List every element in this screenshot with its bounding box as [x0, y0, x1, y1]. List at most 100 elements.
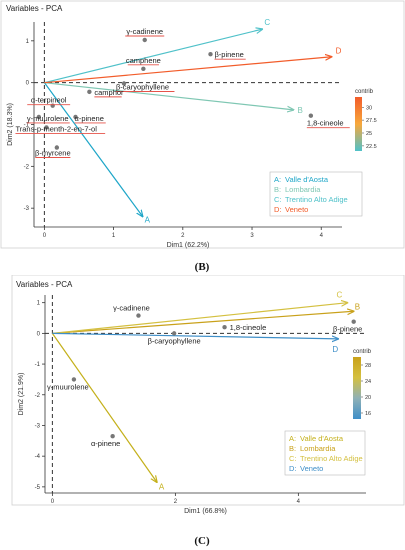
legend-key: C: [274, 195, 282, 204]
point-label: α-terpineol [31, 96, 67, 105]
loading-arrow-d [52, 332, 338, 339]
y-tick-label: 1 [26, 39, 30, 45]
y-tick-label: -4 [35, 454, 41, 460]
y-tick-label: -1 [35, 362, 41, 368]
point-label: β-pinene [333, 325, 362, 334]
y-tick-label: -3 [35, 423, 41, 429]
arrow-label: D [332, 345, 338, 354]
legend-name: Lombardia [285, 185, 321, 194]
point-label: α-pinene [91, 439, 120, 448]
x-tick-label: 0 [43, 233, 47, 239]
panel-frame [0, 0, 405, 249]
legend-box [284, 430, 366, 476]
data-point [308, 113, 314, 118]
data-point [351, 319, 356, 324]
point-label: Trans-p-menth-2-en-7-ol [15, 124, 97, 133]
point-label: 1,8-cineole [230, 323, 267, 332]
legend-name: Trentino Alto Adige [285, 195, 348, 204]
data-point [44, 125, 49, 130]
data-point [73, 114, 78, 120]
panel-label: (B) [195, 261, 210, 273]
x-tick-label: 2 [174, 499, 178, 505]
loading-arrow-c [52, 303, 347, 334]
colorbar [355, 97, 362, 151]
loading-arrow-b [52, 311, 353, 334]
x-tick-label: 1 [112, 233, 116, 239]
y-tick-label: -3 [24, 206, 30, 212]
legend-box [269, 171, 363, 217]
x-tick-label: 4 [297, 499, 301, 505]
point-label: α-pinene [75, 114, 104, 123]
point-label: 1,8-cineole [307, 119, 344, 128]
point-label: γ-muurolene [27, 114, 69, 123]
data-point [121, 81, 127, 86]
panel-frame [11, 275, 405, 506]
legend-name: Veneto [285, 205, 308, 214]
y-tick-label: -2 [35, 393, 41, 399]
arrow-label: B [355, 302, 360, 311]
colorbar [353, 357, 361, 419]
chart-title: Variables - PCA [6, 4, 63, 13]
x-axis-label: Dim1 (66.8%) [184, 508, 227, 515]
colorbar-tick-label: 22.5 [366, 144, 377, 150]
x-tick-label: 0 [51, 499, 55, 505]
data-point [136, 313, 141, 318]
colorbar-title: contrib [353, 349, 372, 355]
legend-name: Veneto [300, 464, 323, 473]
legend-name: Lombardia [300, 444, 336, 453]
colorbar-tick-label: 27.5 [366, 118, 377, 124]
x-tick-label: 2 [181, 233, 185, 239]
arrow-label: B [298, 106, 303, 115]
data-point [171, 331, 177, 336]
loading-arrow-b [44, 82, 293, 110]
loading-arrow-c [44, 29, 262, 84]
panel-label: (C) [194, 535, 210, 547]
x-axis-label: Dim1 (62.2%) [167, 242, 210, 249]
data-point [54, 145, 60, 150]
colorbar-tick-label: 16 [365, 411, 371, 417]
point-label: β-myrcene [35, 149, 71, 158]
legend-key: C: [289, 454, 297, 463]
colorbar-tick-label: 28 [365, 363, 371, 369]
x-tick-label: 4 [320, 233, 324, 239]
arrow-label: A [145, 216, 151, 225]
point-label: β-caryophyllene [116, 83, 169, 92]
y-tick-label: 1 [37, 301, 41, 307]
data-point [141, 66, 146, 72]
legend-key: B: [274, 185, 281, 194]
x-tick-label: 3 [250, 233, 254, 239]
loading-arrow-a [51, 333, 157, 482]
legend-key: A: [289, 434, 296, 443]
colorbar-title: contrib [355, 89, 374, 95]
arrow-label: C [264, 18, 270, 27]
legend-key: D: [289, 464, 297, 473]
colorbar-tick-label: 25 [366, 131, 372, 137]
data-point [71, 377, 77, 382]
arrow-label: C [337, 291, 343, 300]
data-point [142, 37, 147, 43]
y-tick-label: 0 [26, 81, 30, 87]
point-label: β-caryophyllene [148, 336, 201, 345]
point-label: γ-cadinene [126, 27, 163, 36]
data-point [208, 52, 213, 57]
point-label: γ-cadinene [113, 304, 150, 313]
legend-key: B: [289, 444, 296, 453]
point-label: camphene [126, 56, 161, 65]
legend-key: D: [274, 205, 282, 214]
legend-name: Valle d'Aosta [285, 175, 329, 184]
legend-name: Trentino Alto Adige [300, 454, 363, 463]
point-label: β-pinene [214, 50, 243, 59]
arrow-label: A [159, 482, 165, 491]
y-tick-label: -5 [35, 485, 41, 491]
data-point [87, 89, 92, 95]
point-label: camphor [94, 88, 124, 97]
arrow-label: D [336, 47, 342, 56]
chart-title: Variables - PCA [16, 280, 73, 289]
data-point [222, 325, 227, 330]
y-axis-label: Dim2 (21.9%) [18, 373, 25, 416]
data-point [110, 434, 115, 439]
y-tick-label: -1 [24, 123, 30, 129]
legend-key: A: [274, 175, 281, 184]
point-label: γ-muurolene [47, 382, 89, 391]
